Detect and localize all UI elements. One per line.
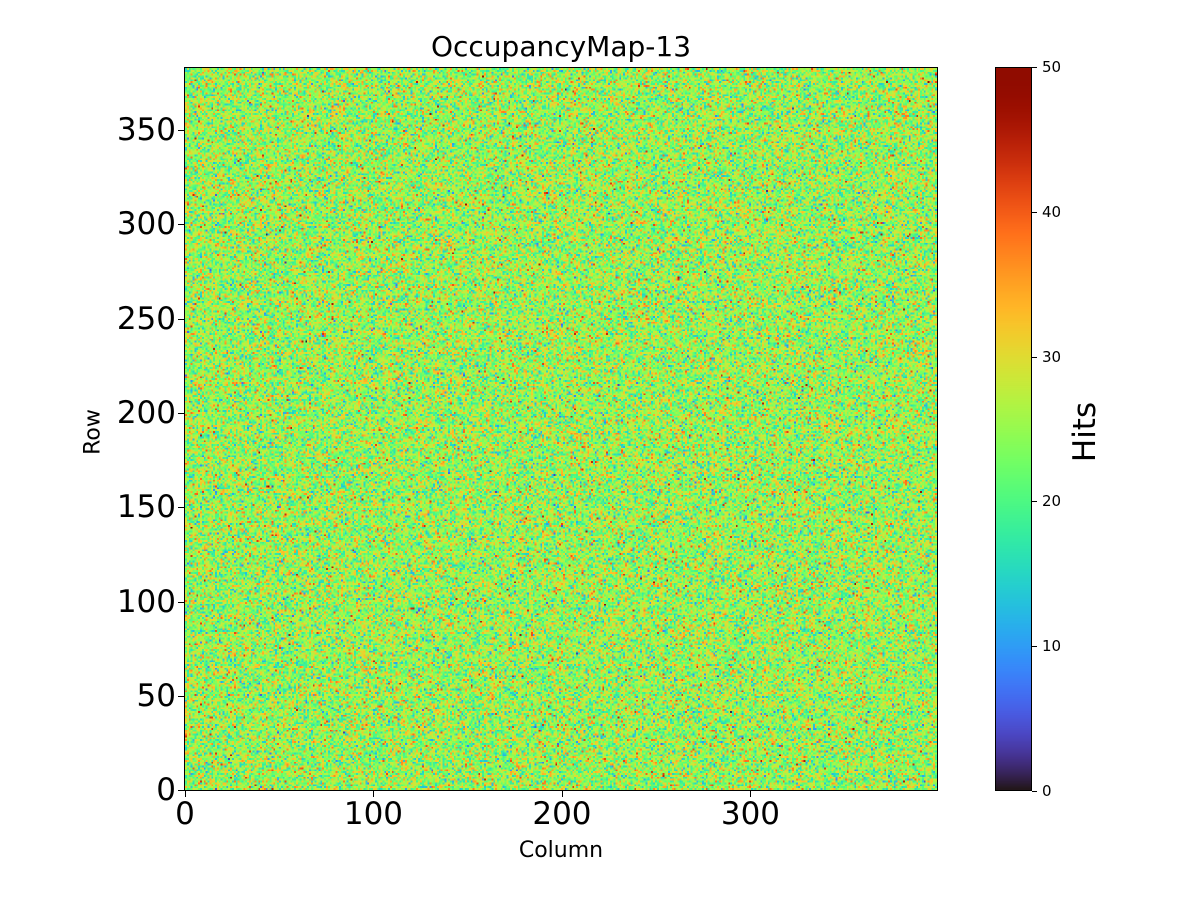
y-tick-label: 100 [116,583,176,620]
colorbar-tick-mark [1032,356,1037,358]
heatmap-plot-area [184,67,938,791]
colorbar-tick-mark [1032,211,1037,213]
y-tick-mark [178,695,184,697]
colorbar-tick-label: 40 [1042,202,1062,221]
y-tick-mark [178,790,184,792]
colorbar-tick-mark [1032,501,1037,503]
y-tick-label: 250 [116,300,176,337]
y-tick-label: 50 [136,677,176,714]
x-tick-label: 0 [175,796,195,832]
colorbar-tick-label: 50 [1042,58,1062,76]
x-axis-label: Column [518,838,604,863]
y-tick-mark [178,412,184,414]
x-tick-mark [561,791,563,797]
colorbar-gradient [996,68,1031,790]
y-tick-label: 150 [116,489,176,526]
colorbar-tick-mark [1032,791,1037,792]
x-tick-label: 200 [532,796,592,832]
colorbar-tick-label: 20 [1042,492,1062,511]
y-tick-mark [178,507,184,509]
x-tick-mark [750,791,752,797]
y-tick-label: 200 [116,394,176,431]
colorbar [995,67,1032,791]
chart-title: OccupancyMap-13 [430,30,692,63]
y-tick-mark [178,224,184,226]
y-tick-label: 350 [116,112,176,149]
x-tick-mark [373,791,375,797]
y-tick-label: 0 [156,772,176,809]
y-axis-label: Row [80,409,106,455]
x-tick-mark [184,791,186,797]
x-tick-label: 300 [720,796,781,832]
colorbar-tick-label: 0 [1042,782,1052,800]
colorbar-tick-mark [1032,646,1037,648]
y-tick-label: 300 [116,206,176,243]
y-tick-mark [178,601,184,603]
colorbar-tick-label: 10 [1042,637,1062,656]
y-tick-mark [178,130,184,132]
x-tick-label: 100 [343,796,404,832]
colorbar-tick-mark [1032,67,1037,68]
heatmap-image [185,68,937,790]
colorbar-tick-label: 30 [1042,347,1062,366]
colorbar-label: Hits [1067,401,1103,463]
y-tick-mark [178,318,184,320]
